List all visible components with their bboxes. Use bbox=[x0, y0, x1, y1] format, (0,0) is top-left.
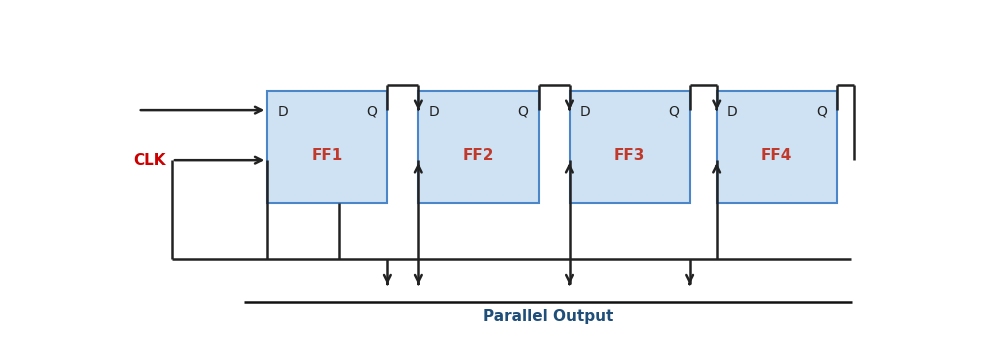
Text: D: D bbox=[428, 105, 439, 119]
Text: D: D bbox=[277, 105, 288, 119]
Text: CLK: CLK bbox=[133, 152, 165, 168]
Text: Parallel Output: Parallel Output bbox=[483, 309, 613, 324]
Text: Q: Q bbox=[517, 105, 528, 119]
Text: D: D bbox=[580, 105, 591, 119]
FancyBboxPatch shape bbox=[716, 91, 836, 203]
Text: Q: Q bbox=[816, 105, 826, 119]
FancyBboxPatch shape bbox=[268, 91, 387, 203]
Text: Q: Q bbox=[669, 105, 680, 119]
Text: D: D bbox=[726, 105, 737, 119]
Text: FF2: FF2 bbox=[463, 148, 495, 163]
Text: FF4: FF4 bbox=[761, 148, 793, 163]
Text: FF3: FF3 bbox=[613, 148, 645, 163]
FancyBboxPatch shape bbox=[418, 91, 538, 203]
FancyBboxPatch shape bbox=[570, 91, 690, 203]
Text: FF1: FF1 bbox=[312, 148, 343, 163]
Text: Q: Q bbox=[367, 105, 378, 119]
